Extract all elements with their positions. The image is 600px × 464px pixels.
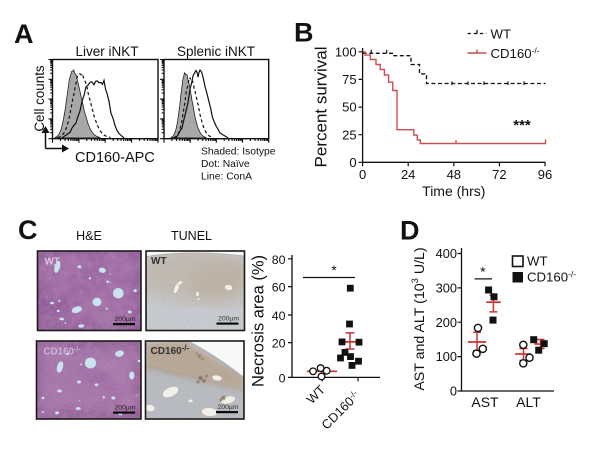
svg-text:AST and ALT (103 U/L): AST and ALT (103 U/L) xyxy=(410,247,428,390)
svg-text:0: 0 xyxy=(279,371,286,385)
svg-text:96: 96 xyxy=(538,167,552,182)
svg-text:25: 25 xyxy=(342,127,356,142)
svg-text:CD160-/-: CD160-/- xyxy=(44,347,82,358)
svg-text:200µm: 200µm xyxy=(218,404,239,411)
svg-text:Dot: Naïve: Dot: Naïve xyxy=(201,159,250,170)
svg-text:WT: WT xyxy=(151,256,167,267)
svg-text:300: 300 xyxy=(436,280,457,295)
svg-text:CD160-/-: CD160-/- xyxy=(527,269,576,285)
svg-text:0: 0 xyxy=(359,167,366,182)
svg-text:WT: WT xyxy=(45,257,60,268)
svg-text:48: 48 xyxy=(447,167,461,182)
svg-text:Shaded: Isotype: Shaded: Isotype xyxy=(201,147,276,158)
svg-text:200µm: 200µm xyxy=(115,405,136,412)
svg-text:Percent survival: Percent survival xyxy=(312,47,331,168)
svg-text:WT: WT xyxy=(527,254,548,269)
svg-text:D: D xyxy=(400,216,420,246)
svg-text:Time (hrs): Time (hrs) xyxy=(422,183,485,199)
svg-text:H&E: H&E xyxy=(76,229,102,243)
svg-text:100: 100 xyxy=(335,44,357,59)
svg-text:0: 0 xyxy=(349,155,356,170)
svg-text:AST: AST xyxy=(471,394,499,410)
svg-text:Line: ConA: Line: ConA xyxy=(201,172,252,183)
svg-text:Cell counts: Cell counts xyxy=(32,65,47,132)
svg-text:*: * xyxy=(331,262,337,278)
svg-text:24: 24 xyxy=(401,167,415,182)
svg-text:200µm: 200µm xyxy=(115,316,136,323)
svg-text:ALT: ALT xyxy=(516,394,541,410)
svg-text:50: 50 xyxy=(342,100,356,115)
svg-text:200µm: 200µm xyxy=(218,316,239,323)
svg-text:Liver iNKT: Liver iNKT xyxy=(75,44,138,59)
svg-text:CD160-/-: CD160-/- xyxy=(151,344,190,358)
svg-text:72: 72 xyxy=(492,167,506,182)
svg-text:CD160-/-: CD160-/- xyxy=(491,46,540,62)
svg-text:80: 80 xyxy=(272,253,286,267)
svg-text:75: 75 xyxy=(342,72,356,87)
svg-text:Necrosis area (%): Necrosis area (%) xyxy=(250,255,268,387)
svg-text:WT: WT xyxy=(491,27,512,42)
svg-text:TUNEL: TUNEL xyxy=(171,229,212,243)
svg-text:100: 100 xyxy=(436,349,457,364)
svg-text:C: C xyxy=(18,215,38,245)
svg-text:60: 60 xyxy=(272,281,286,295)
svg-text:CD160-APC: CD160-APC xyxy=(75,150,155,166)
svg-text:***: *** xyxy=(513,117,531,134)
svg-text:*: * xyxy=(480,264,486,280)
svg-text:A: A xyxy=(14,19,34,49)
svg-text:Splenic iNKT: Splenic iNKT xyxy=(177,44,255,59)
svg-text:0: 0 xyxy=(450,384,457,399)
svg-text:B: B xyxy=(294,18,314,48)
svg-text:200: 200 xyxy=(436,315,457,330)
svg-text:20: 20 xyxy=(272,337,286,351)
svg-text:40: 40 xyxy=(272,309,286,323)
svg-text:400: 400 xyxy=(436,246,457,261)
